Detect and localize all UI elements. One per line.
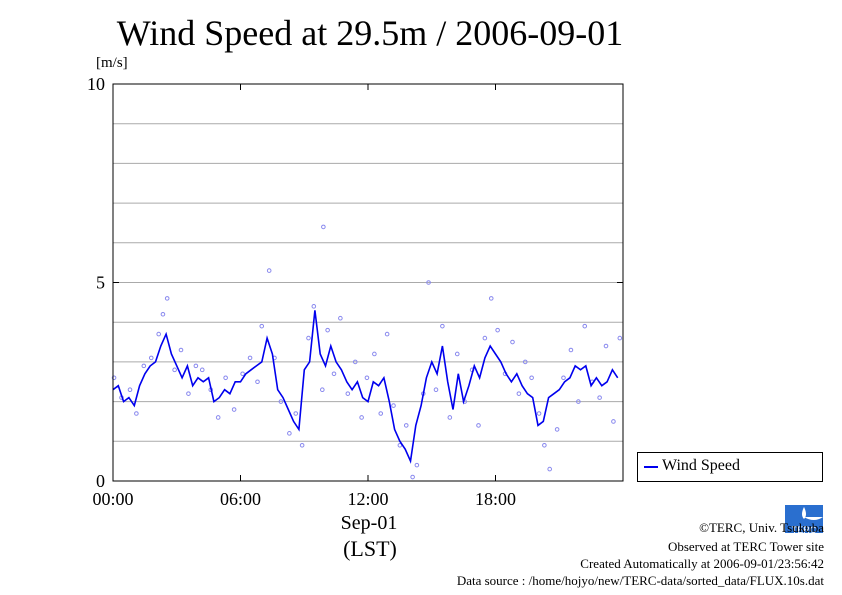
sample-point (603, 343, 609, 349)
sample-point (199, 367, 205, 373)
sample-point (617, 335, 623, 341)
sample-point (359, 415, 364, 420)
sample-point (223, 375, 228, 381)
sample-point (391, 403, 396, 408)
sample-points (111, 224, 623, 480)
sample-point (331, 371, 337, 377)
sample-point (582, 323, 588, 329)
sample-point (576, 399, 581, 404)
x-axis-ticks: 00:00 06:00 12:00 18:00 (92, 84, 516, 509)
sample-point (378, 411, 384, 416)
sample-point (597, 395, 602, 400)
copyright-credit: ©TERC, Univ. Tsukuba (699, 520, 824, 535)
sample-point (231, 407, 237, 412)
sample-point (111, 375, 117, 381)
sample-point (287, 431, 292, 436)
sample-point (186, 391, 191, 396)
sample-point (178, 347, 184, 353)
sample-point (414, 462, 420, 468)
sample-point (476, 423, 481, 428)
sample-point (447, 415, 453, 420)
sample-point (345, 391, 351, 396)
sample-point (440, 323, 445, 329)
sample-point (156, 331, 161, 337)
created-credit: Created Automatically at 2006-09-01/23:5… (580, 556, 824, 571)
sample-point (278, 399, 284, 404)
sample-point (293, 411, 299, 416)
sample-point (554, 427, 560, 432)
sample-point (127, 387, 133, 392)
chart-legend: Wind Speed (637, 452, 823, 482)
y-tick-label: 0 (96, 471, 105, 491)
observed-credit: Observed at TERC Tower site (667, 539, 824, 554)
sample-point (247, 355, 253, 361)
x-tick-label: 00:00 (92, 489, 133, 509)
grid-lines (113, 123, 623, 442)
y-tick-label: 10 (87, 74, 105, 94)
sample-point (259, 323, 265, 329)
sample-point (364, 375, 370, 381)
sample-point (547, 466, 552, 472)
sample-point (516, 391, 522, 396)
sample-point (372, 351, 377, 357)
sample-point (321, 224, 326, 230)
y-axis-unit-label: [m/s] (96, 55, 128, 71)
sample-point (529, 375, 534, 381)
sample-point (561, 375, 566, 381)
sample-point (148, 355, 154, 361)
logo-text: TERC (792, 525, 817, 535)
sample-point (433, 387, 439, 392)
sample-point (403, 423, 409, 428)
sample-point (134, 411, 139, 416)
legend-line-swatch (644, 466, 658, 468)
series-line (112, 310, 619, 464)
sample-point (172, 367, 177, 373)
sample-point (255, 379, 260, 385)
sample-point (338, 315, 343, 321)
sample-point (240, 371, 245, 377)
y-tick-label: 5 (96, 273, 105, 293)
x-tick-label: 18:00 (475, 489, 516, 509)
sample-point (568, 347, 574, 353)
sample-point (384, 331, 390, 337)
sample-point (611, 419, 616, 424)
sample-point (325, 327, 330, 333)
sample-point (536, 411, 542, 416)
sample-point (311, 304, 317, 309)
sample-point (306, 335, 311, 341)
sample-point (522, 359, 528, 365)
x-axis-date-label: Sep-01 (340, 512, 398, 534)
sample-point (141, 363, 147, 369)
sample-point (193, 363, 199, 369)
sample-point (488, 296, 494, 301)
x-tick-label: 12:00 (347, 489, 388, 509)
y-axis-ticks: 0 5 10 (87, 74, 623, 491)
sample-point (160, 311, 166, 317)
sample-point (410, 474, 415, 480)
sample-point (320, 387, 325, 392)
terc-logo-icon: TERC (783, 503, 825, 537)
sample-point (495, 327, 500, 333)
x-axis-timezone-label: (LST) (343, 536, 397, 561)
wind-speed-line (112, 310, 619, 464)
sample-point (164, 296, 170, 301)
x-tick-label: 06:00 (220, 489, 261, 509)
sample-point (542, 442, 547, 448)
sample-point (510, 339, 515, 345)
sample-point (454, 351, 460, 357)
sample-point (215, 415, 221, 420)
sample-point (482, 335, 488, 341)
legend-label: Wind Speed (662, 457, 741, 474)
sample-point (266, 268, 272, 273)
source-credit: Data source : /home/hojyo/new/TERC-data/… (456, 573, 824, 588)
sample-point (299, 442, 305, 448)
chart-title: Wind Speed at 29.5m / 2006-09-01 (116, 13, 624, 53)
sample-point (426, 280, 431, 285)
sample-point (352, 359, 358, 365)
